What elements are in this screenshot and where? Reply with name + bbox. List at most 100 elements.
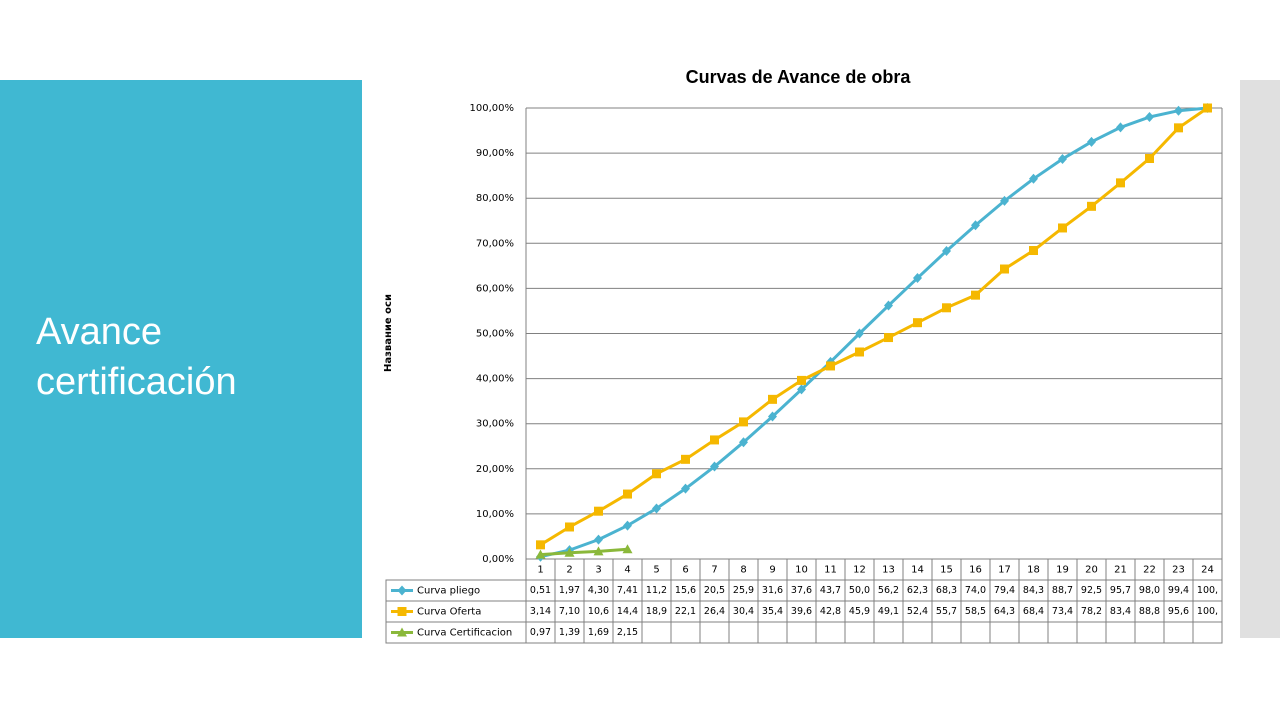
point bbox=[797, 384, 806, 395]
point bbox=[739, 417, 748, 427]
x-tick-label: 23 bbox=[1172, 565, 1185, 576]
point bbox=[681, 454, 690, 464]
point bbox=[942, 303, 951, 313]
x-tick-label: 24 bbox=[1201, 565, 1214, 576]
table-cell: 0,51 bbox=[530, 585, 551, 596]
point bbox=[1058, 223, 1067, 233]
table-cell: 26,4 bbox=[704, 606, 725, 617]
point bbox=[855, 347, 864, 357]
point bbox=[884, 333, 893, 343]
x-tick-label: 22 bbox=[1143, 565, 1156, 576]
point bbox=[622, 544, 633, 554]
table-cell: 1,97 bbox=[559, 585, 580, 596]
table-cell: 14,4 bbox=[617, 606, 638, 617]
x-tick-label: 9 bbox=[769, 565, 775, 576]
point bbox=[1029, 246, 1038, 256]
point bbox=[1145, 112, 1154, 123]
point bbox=[1174, 105, 1183, 116]
y-tick-label: 70,00% bbox=[476, 238, 514, 249]
table-cell: 3,14 bbox=[530, 606, 551, 617]
table-cell: 37,6 bbox=[791, 585, 812, 596]
table-cell: 1,69 bbox=[588, 627, 609, 638]
point bbox=[1000, 264, 1009, 274]
x-tick-label: 10 bbox=[795, 565, 808, 576]
y-tick-label: 10,00% bbox=[476, 509, 514, 520]
table-cell: 15,6 bbox=[675, 585, 696, 596]
table-cell: 2,15 bbox=[617, 627, 638, 638]
table-cell: 55,7 bbox=[936, 606, 957, 617]
y-tick-label: 30,00% bbox=[476, 419, 514, 430]
table-cell: 62,3 bbox=[907, 585, 928, 596]
point bbox=[1029, 173, 1038, 184]
legend-marker bbox=[397, 607, 407, 616]
point bbox=[971, 220, 980, 231]
legend-label: Curva pliego bbox=[417, 586, 480, 597]
point bbox=[826, 361, 835, 371]
x-tick-label: 15 bbox=[940, 565, 953, 576]
table-cell: 52,4 bbox=[907, 606, 928, 617]
y-tick-label: 40,00% bbox=[476, 374, 514, 385]
table-cell: 88,7 bbox=[1052, 585, 1073, 596]
table-cell: 11,2 bbox=[646, 585, 667, 596]
x-tick-label: 14 bbox=[911, 565, 924, 576]
table-cell: 73,4 bbox=[1052, 606, 1073, 617]
table-cell: 88,8 bbox=[1139, 606, 1160, 617]
table-cell: 83,4 bbox=[1110, 606, 1131, 617]
table-cell: 79,4 bbox=[994, 585, 1015, 596]
y-tick-label: 60,00% bbox=[476, 283, 514, 294]
table-cell: 39,6 bbox=[791, 606, 812, 617]
point bbox=[855, 328, 864, 339]
table-cell: 43,7 bbox=[820, 585, 841, 596]
table-cell: 10,6 bbox=[588, 606, 609, 617]
point bbox=[681, 483, 690, 494]
table-cell: 49,1 bbox=[878, 606, 899, 617]
point bbox=[594, 506, 603, 516]
table-cell: 56,2 bbox=[878, 585, 899, 596]
point bbox=[797, 375, 806, 385]
x-tick-label: 1 bbox=[537, 565, 543, 576]
point bbox=[768, 394, 777, 404]
table-cell: 31,6 bbox=[762, 585, 783, 596]
table-cell: 25,9 bbox=[733, 585, 754, 596]
point bbox=[1116, 178, 1125, 188]
slide-title-2: certificación bbox=[36, 361, 237, 403]
point bbox=[536, 540, 545, 550]
point bbox=[652, 503, 661, 514]
point bbox=[884, 300, 893, 311]
chart-title: Curvas de Avance de obra bbox=[686, 67, 912, 87]
point bbox=[535, 549, 546, 559]
table-cell: 35,4 bbox=[762, 606, 783, 617]
point bbox=[652, 469, 661, 479]
table-cell: 68,3 bbox=[936, 585, 957, 596]
table-cell: 100, bbox=[1197, 606, 1218, 617]
point bbox=[942, 245, 951, 256]
x-tick-label: 2 bbox=[566, 565, 572, 576]
table-cell: 42,8 bbox=[820, 606, 841, 617]
x-tick-label: 20 bbox=[1085, 565, 1098, 576]
y-tick-label: 0,00% bbox=[482, 554, 514, 565]
y-tick-label: 80,00% bbox=[476, 193, 514, 204]
y-tick-label: 20,00% bbox=[476, 464, 514, 475]
y-axis-title: Название оси bbox=[383, 294, 394, 372]
point bbox=[710, 461, 719, 472]
legend-marker bbox=[397, 627, 407, 637]
x-tick-label: 12 bbox=[853, 565, 866, 576]
table-cell: 68,4 bbox=[1023, 606, 1044, 617]
table-cell: 100, bbox=[1197, 585, 1218, 596]
y-tick-label: 50,00% bbox=[476, 329, 514, 340]
y-tick-label: 90,00% bbox=[476, 148, 514, 159]
point bbox=[593, 546, 604, 556]
x-tick-label: 18 bbox=[1027, 565, 1040, 576]
point bbox=[1174, 123, 1183, 133]
table-cell: 7,10 bbox=[559, 606, 580, 617]
point bbox=[739, 437, 748, 448]
table-cell: 20,5 bbox=[704, 585, 725, 596]
point bbox=[1145, 154, 1154, 164]
point bbox=[594, 534, 603, 545]
x-tick-label: 8 bbox=[740, 565, 746, 576]
point bbox=[768, 411, 777, 422]
table-cell: 74,0 bbox=[965, 585, 986, 596]
point bbox=[1203, 103, 1212, 113]
